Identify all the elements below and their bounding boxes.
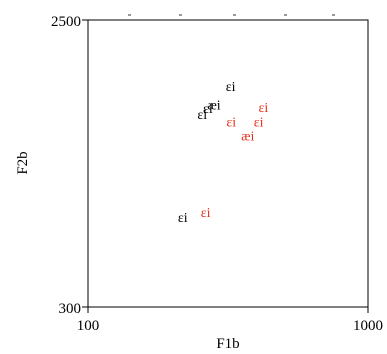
x-axis-label: F1b bbox=[216, 336, 239, 352]
x-tick-label-right: 1000 bbox=[353, 318, 383, 334]
data-point: ɛi bbox=[259, 101, 269, 116]
data-point: ɛi bbox=[203, 102, 213, 117]
data-point: ɛi bbox=[178, 211, 188, 226]
data-point: ɛi bbox=[226, 80, 236, 95]
x-tick-label-left: 100 bbox=[77, 318, 100, 334]
y-axis-label: F2b bbox=[15, 151, 31, 174]
y-tick-label-bottom: 300 bbox=[59, 301, 82, 317]
data-point: ɛi bbox=[201, 206, 211, 221]
data-point: æi bbox=[207, 99, 220, 114]
data-point: ɛi bbox=[197, 108, 207, 123]
plot-frame bbox=[87, 19, 369, 308]
data-point: ɛi bbox=[226, 115, 236, 130]
data-point: æi bbox=[241, 129, 254, 144]
data-point: ɛi bbox=[254, 116, 264, 131]
y-tick-label-top: 2500 bbox=[51, 14, 81, 30]
